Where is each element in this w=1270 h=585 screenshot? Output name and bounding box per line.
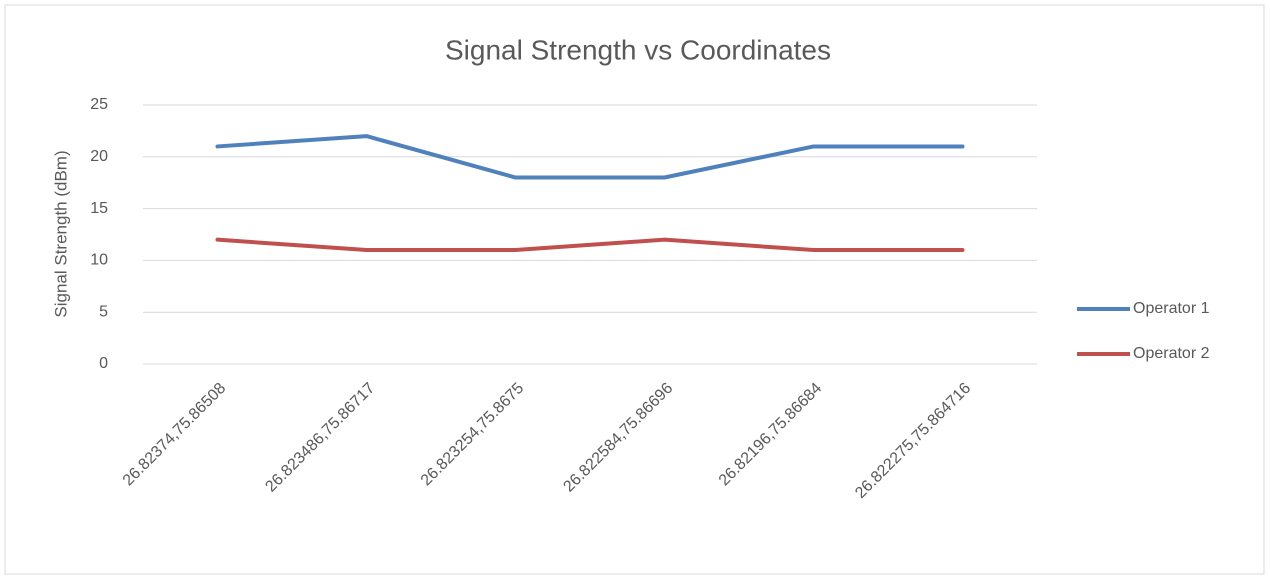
y-tick-label: 20 [90,148,108,165]
y-tick-label: 5 [99,303,108,320]
y-tick-label: 25 [90,96,108,113]
y-tick-label: 15 [90,200,108,217]
y-tick-label: 10 [90,252,108,269]
y-tick-label: 0 [99,355,108,372]
legend-label: Operator 1 [1133,300,1210,317]
data-line [215,134,965,180]
legend-label: Operator 2 [1133,345,1210,362]
y-axis-label: Signal Strength (dBm) [51,150,70,317]
data-line [215,237,965,253]
chart-border [4,4,1265,575]
chart-title: Signal Strength vs Coordinates [445,34,831,65]
